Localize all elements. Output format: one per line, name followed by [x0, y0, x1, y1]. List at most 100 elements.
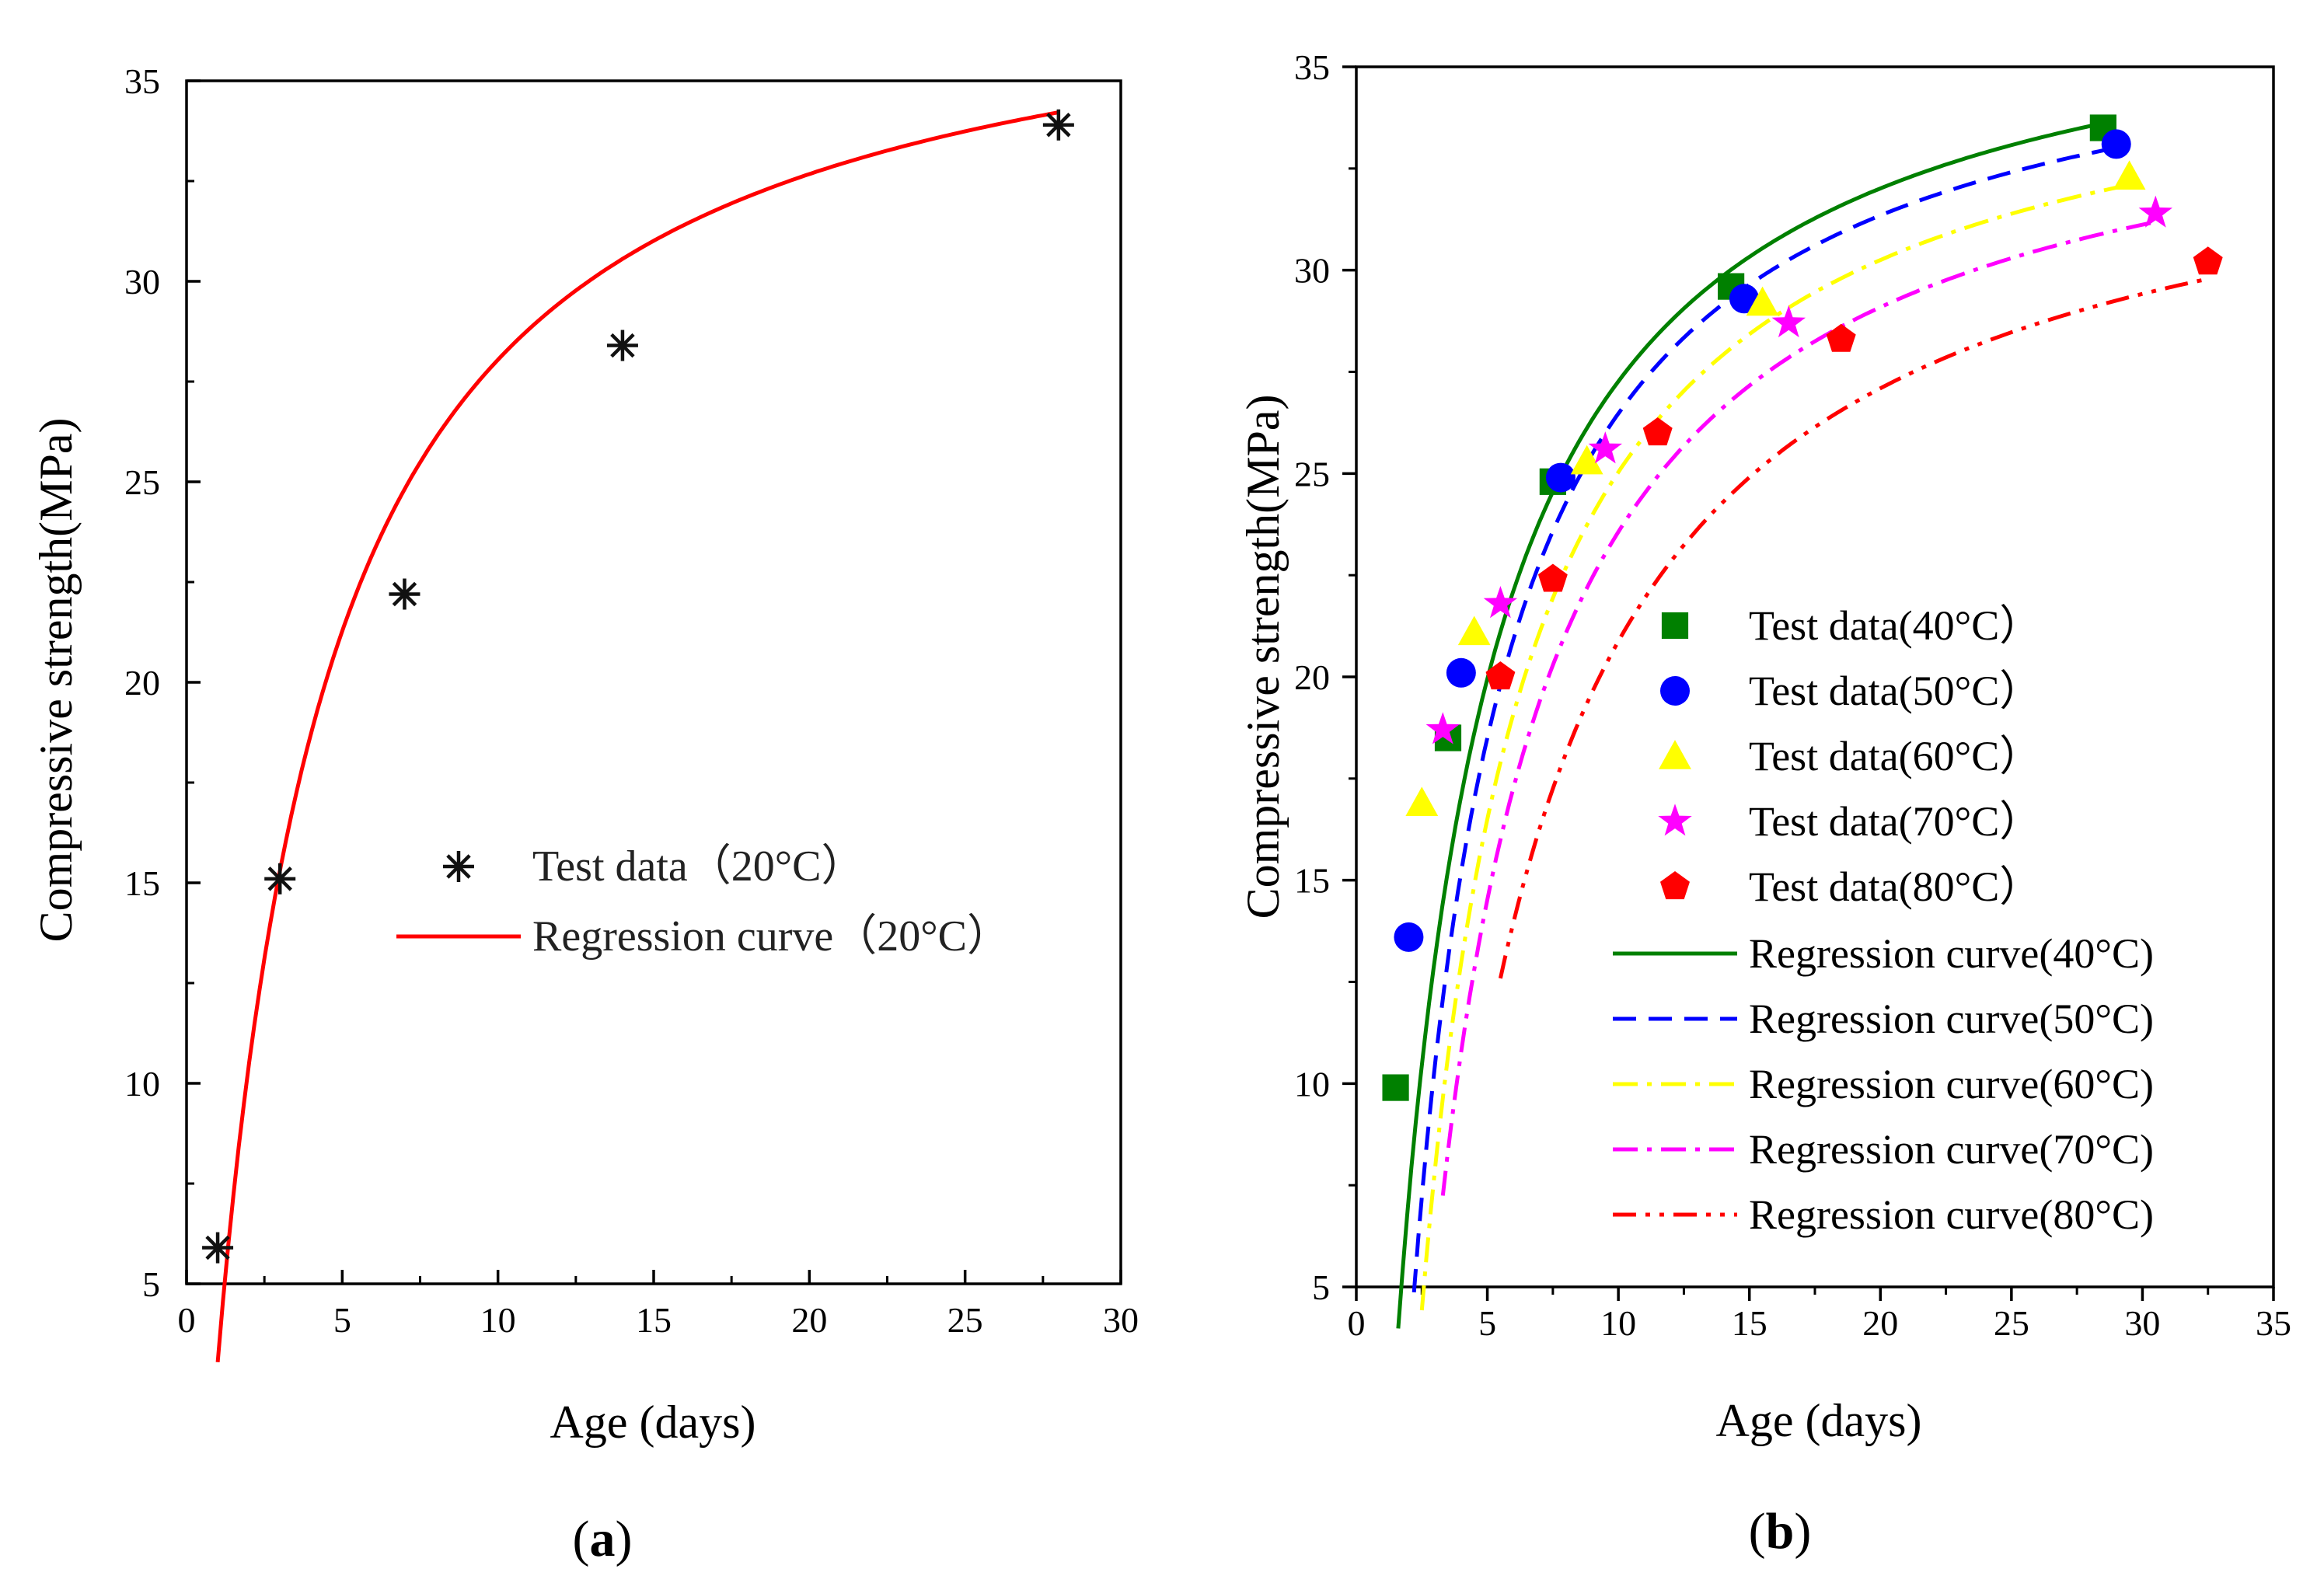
y-tick-label: 30: [124, 262, 160, 302]
data-point: [1394, 922, 1424, 952]
legend-marker: [1660, 676, 1690, 706]
data-point: [2193, 246, 2223, 275]
data-point: [1425, 712, 1460, 744]
data-point: [1537, 563, 1568, 592]
legend-label-test-data-70c: Test data(70°C）: [1749, 798, 2041, 845]
y-tick-label: 25: [124, 462, 160, 502]
x-axis-label-b: Age (days): [1716, 1395, 1922, 1446]
regression-curves-b: [1396, 121, 2209, 1329]
x-tick-labels-b: 0 5 10 15 20 25 30 35: [1348, 1303, 2292, 1343]
x-tick-label: 30: [1103, 1300, 1139, 1340]
legend-label-regression-50c: Regression curve(50°C): [1749, 995, 2154, 1042]
data-point: [1826, 323, 1856, 352]
y-tick-label: 30: [1294, 251, 1330, 291]
data-point: [1729, 284, 1759, 314]
data-markers-b: [1382, 114, 2223, 1101]
legend-label-regression-60c: Regression curve(60°C): [1749, 1061, 2154, 1107]
legend-label-regression-40c: Regression curve(40°C): [1749, 930, 2154, 977]
legend-label-test-data-20c: Test data（20°C）: [532, 842, 865, 891]
x-tick-label: 25: [1994, 1303, 2029, 1343]
x-tick-label: 20: [1862, 1303, 1898, 1343]
legend-symbol-test-data-50c: [1660, 676, 1690, 706]
legend-symbol-test-data-80c: [1660, 871, 1690, 900]
y-tick-label: 5: [1312, 1267, 1330, 1307]
data-point: [1382, 1074, 1409, 1101]
data-point: [1570, 445, 1603, 475]
x-tick-label: 15: [1732, 1303, 1767, 1343]
data-point: [1446, 657, 1476, 688]
data-markers-a: [202, 109, 1074, 1264]
x-tick-label: 35: [2256, 1303, 2291, 1343]
data-point: [1042, 109, 1074, 141]
legend-marker: [1659, 740, 1691, 769]
y-tick-label: 10: [1294, 1064, 1330, 1104]
caption-a: (a): [573, 1511, 633, 1567]
y-tick-label: 35: [124, 61, 160, 101]
regression-curve-line: [1411, 145, 2117, 1293]
data-point: [264, 863, 296, 894]
legend-symbol-test-data-70c: [1658, 804, 1692, 836]
data-point: [1457, 615, 1491, 646]
data-point: [2113, 160, 2146, 190]
legend-label-regression-80c: Regression curve(80°C): [1749, 1191, 2154, 1238]
x-tick-label: 15: [636, 1300, 672, 1340]
x-tick-labels-a: 0 5 10 15 20 25 30: [178, 1300, 1139, 1340]
tick-marks-a: [185, 79, 1122, 1285]
x-tick-label: 25: [947, 1300, 983, 1340]
regression-curve-line: [1419, 183, 2130, 1311]
y-axis-label-b: Compressive strength(MPa): [1237, 395, 1289, 919]
x-tick-label: 5: [1478, 1303, 1496, 1343]
y-tick-label: 25: [1294, 454, 1330, 493]
legend-label-regression-70c: Regression curve(70°C): [1749, 1126, 2154, 1173]
legend-symbol-test-data-20c: [443, 851, 474, 882]
x-tick-label: 0: [178, 1300, 196, 1340]
y-tick-label: 20: [1294, 657, 1330, 697]
legend-label-test-data-60c: Test data(60°C）: [1749, 733, 2041, 779]
y-tick-label: 15: [1294, 861, 1330, 901]
x-tick-label: 20: [791, 1300, 827, 1340]
legend-marker: [1660, 871, 1690, 900]
caption-b: (b): [1749, 1503, 1812, 1560]
y-tick-label: 20: [124, 663, 160, 703]
y-tick-label: 10: [124, 1064, 160, 1104]
x-tick-label: 30: [2124, 1303, 2160, 1343]
legend-marker: [1661, 612, 1689, 640]
data-point: [1588, 431, 1622, 464]
data-point: [1746, 286, 1779, 316]
x-tick-label: 5: [333, 1300, 351, 1340]
regression-curve-line: [1396, 121, 2104, 1329]
data-point: [606, 330, 638, 361]
y-tick-label: 5: [142, 1264, 160, 1304]
legend-label-test-data-50c: Test data(50°C）: [1749, 668, 2041, 714]
x-tick-label: 10: [1600, 1303, 1636, 1343]
data-point: [1483, 586, 1518, 619]
data-point: [1405, 786, 1439, 816]
legend-a: Test data（20°C） Regression curve（20°C）: [396, 842, 1010, 961]
legend-label-test-data-80c: Test data(80°C）: [1749, 863, 2041, 910]
regression-curves-a: [215, 110, 1059, 1363]
regression-curve-line: [1440, 220, 2156, 1196]
y-tick-label: 15: [124, 863, 160, 903]
legend-label-test-data-40c: Test data(40°C）: [1749, 602, 2041, 649]
legend-marker: [443, 851, 474, 882]
data-point: [2101, 129, 2131, 159]
legend-symbol-test-data-40c: [1661, 612, 1689, 640]
data-point: [389, 578, 420, 610]
y-axis-label-a: Compressive strength(MPa): [30, 418, 82, 943]
data-point: [1771, 305, 1806, 338]
regression-curve-line: [215, 110, 1059, 1363]
legend-b: Test data(40°C） Test data(50°C） Test dat…: [1613, 602, 2154, 1238]
y-tick-labels-b: 5 10 15 20 25 30 35: [1294, 47, 1330, 1307]
legend-marker: [1658, 804, 1692, 836]
data-point: [1545, 462, 1576, 493]
tick-marks-b: [1342, 65, 2275, 1301]
data-point: [202, 1232, 234, 1264]
legend-label-regression-20c: Regression curve（20°C）: [532, 912, 1010, 961]
data-point: [1485, 661, 1516, 690]
data-point: [2138, 195, 2172, 228]
y-tick-labels-a: 5 10 15 20 25 30 35: [124, 61, 160, 1304]
data-point: [1642, 417, 1673, 446]
